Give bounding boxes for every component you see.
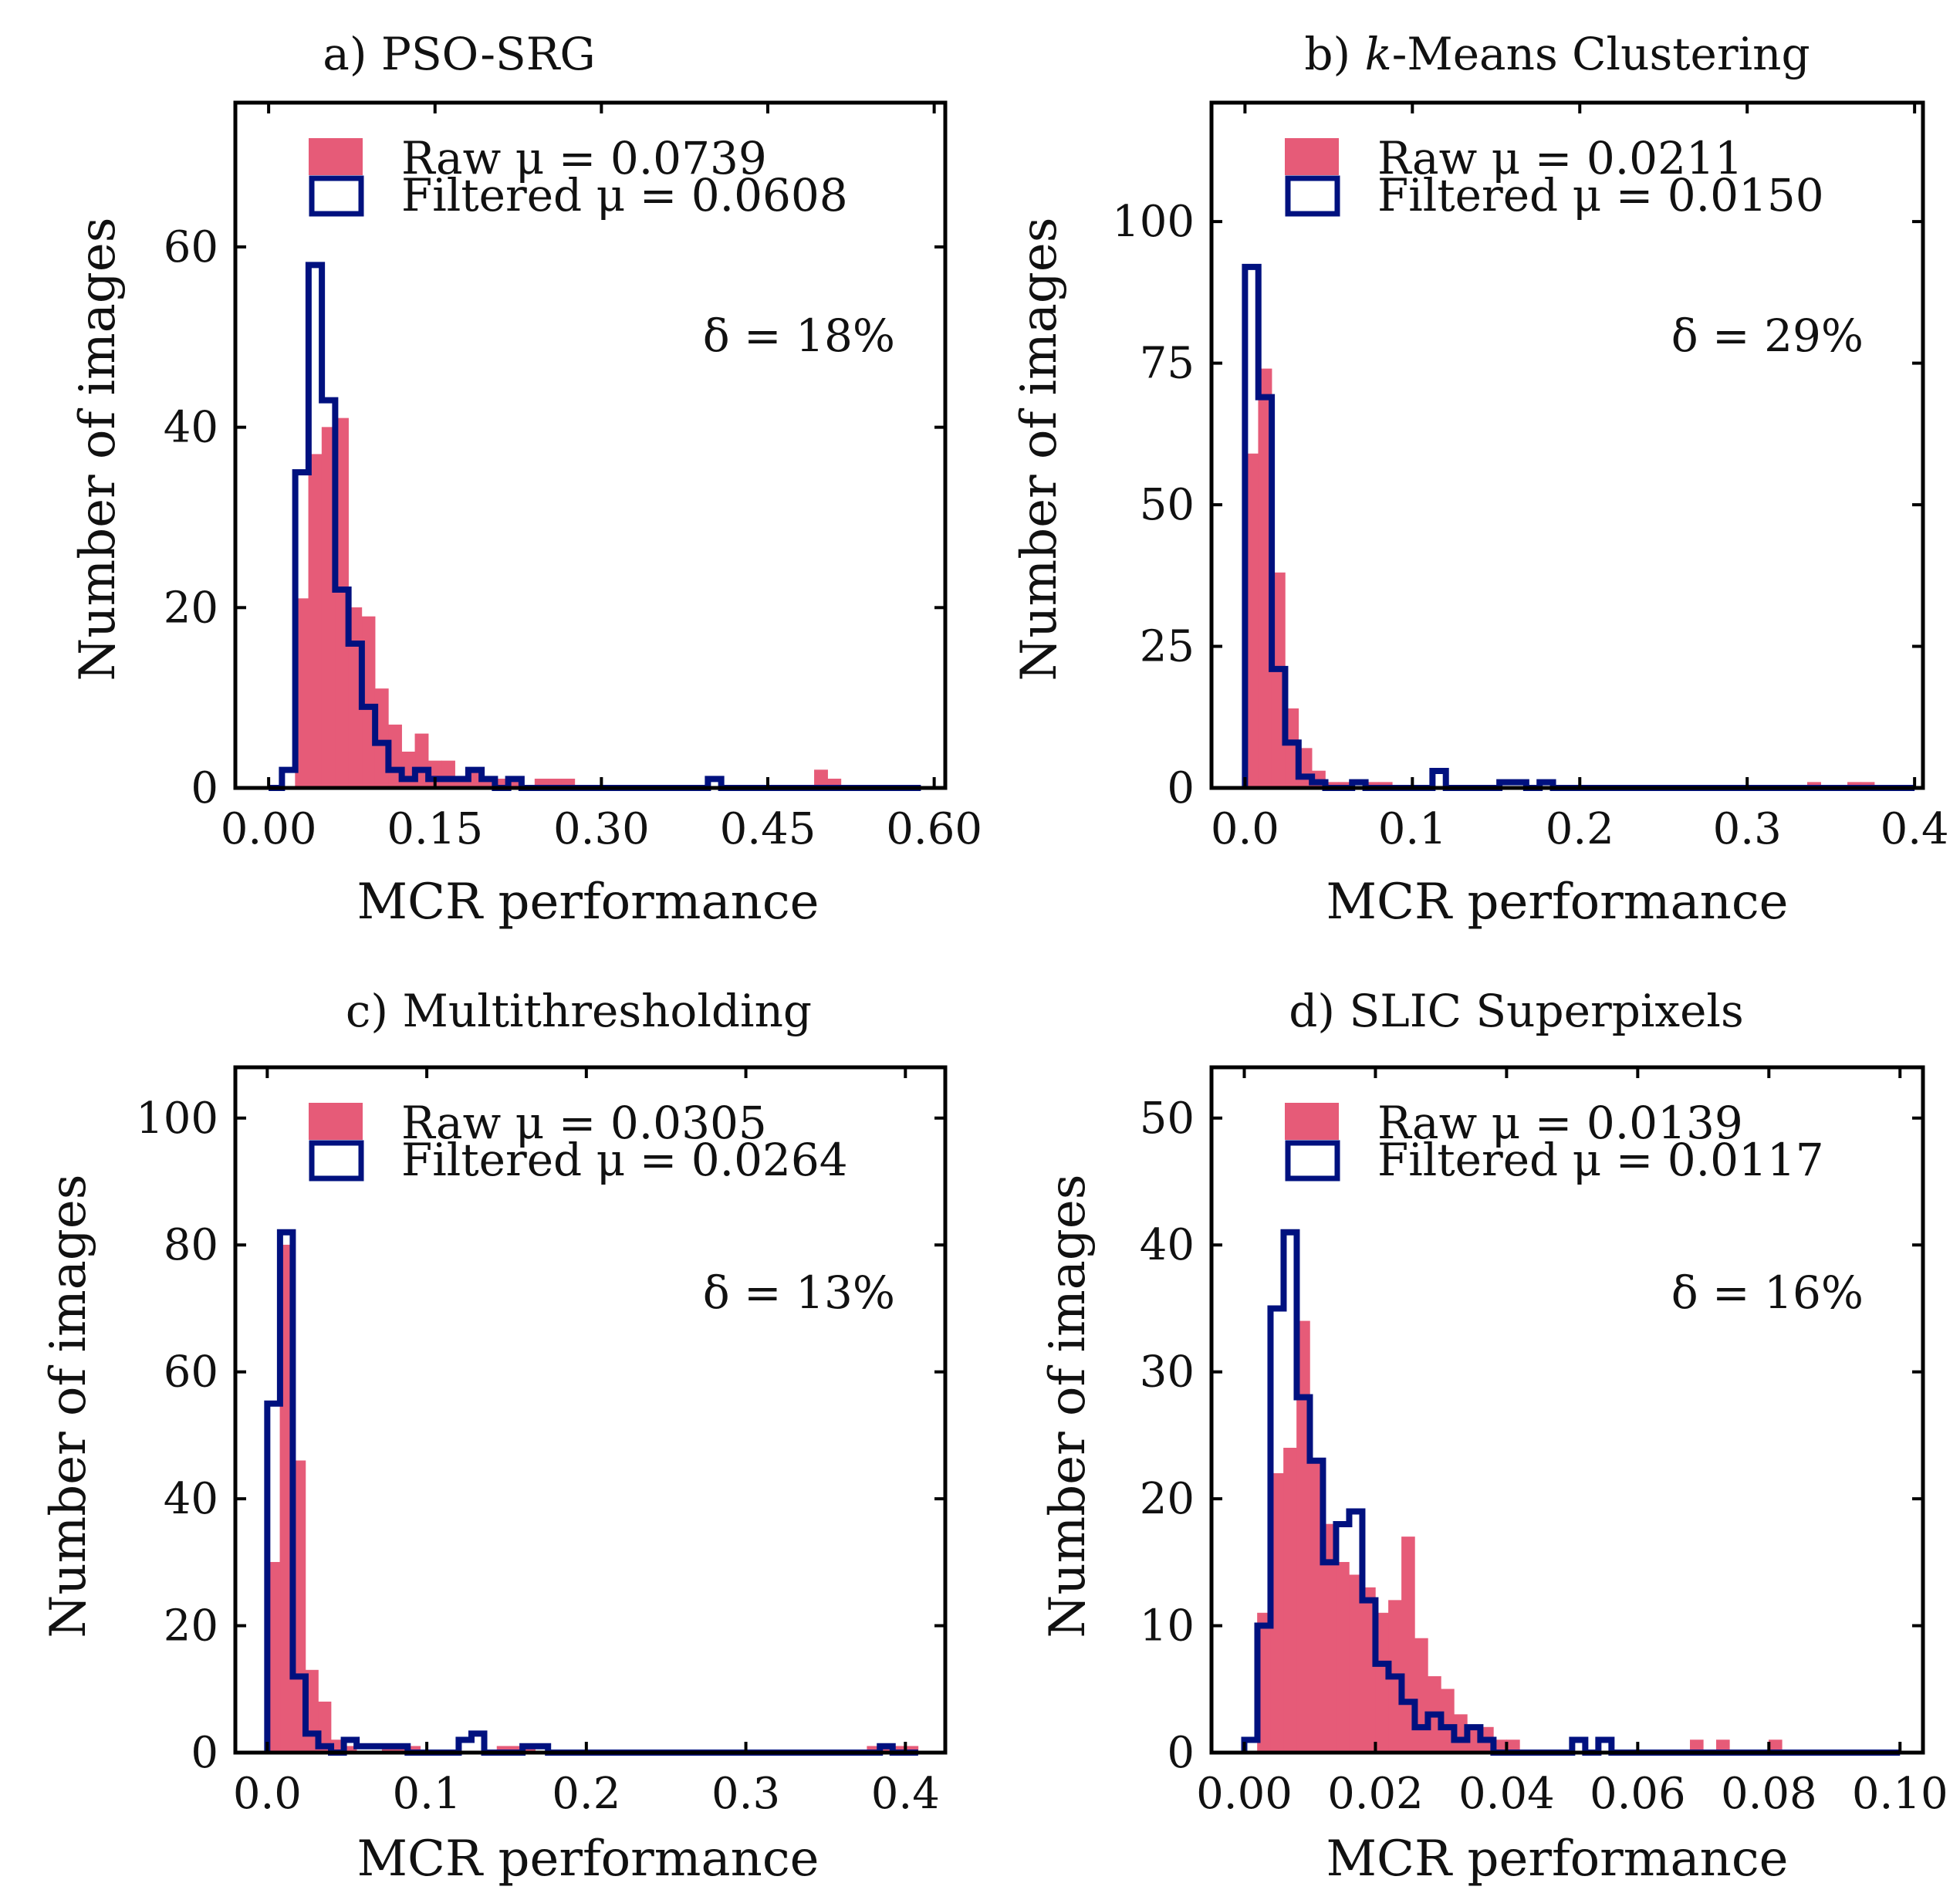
x-axis-label: MCR performance bbox=[357, 1831, 819, 1888]
y-tick-label: 40 bbox=[164, 1474, 218, 1524]
y-tick-label: 20 bbox=[164, 583, 218, 633]
delta-annotation: δ = 18% bbox=[703, 309, 895, 362]
panel-title: b) k-Means Clustering bbox=[1304, 28, 1810, 80]
y-tick-label: 100 bbox=[136, 1094, 218, 1144]
legend-raw-label: Raw μ = 0.0739 bbox=[401, 132, 767, 184]
x-tick-label: 0.10 bbox=[1852, 1769, 1948, 1819]
y-tick-label: 40 bbox=[1140, 1220, 1195, 1270]
raw-bar bbox=[1336, 1562, 1350, 1753]
y-tick-label: 40 bbox=[164, 403, 218, 453]
y-tick-label: 0 bbox=[1167, 763, 1195, 813]
x-tick-label: 0.4 bbox=[1881, 804, 1949, 854]
y-tick-label: 10 bbox=[1140, 1601, 1195, 1652]
plot-frame bbox=[233, 100, 948, 790]
panel-title: a) PSO-SRG bbox=[323, 28, 595, 80]
ticks: 0.0 0.1 0.2 0.3 0.4 0 25 50 75 100 bbox=[1112, 103, 1949, 854]
legend-raw-label: Raw μ = 0.0211 bbox=[1377, 132, 1743, 184]
y-tick-label: 80 bbox=[164, 1220, 218, 1270]
x-tick-label: 0.45 bbox=[720, 804, 816, 854]
x-tick-label: 0.2 bbox=[552, 1769, 620, 1819]
legend-filtered-label: Filtered μ = 0.0608 bbox=[401, 169, 848, 221]
legend-raw-swatch bbox=[309, 1103, 363, 1140]
x-tick-label: 0.0 bbox=[1211, 804, 1279, 854]
y-axis-label: Number of images bbox=[40, 1174, 97, 1638]
x-tick-label: 0.2 bbox=[1546, 804, 1614, 854]
delta-annotation: δ = 13% bbox=[703, 1266, 895, 1319]
x-tick-label: 0.06 bbox=[1590, 1769, 1686, 1819]
plot-frame bbox=[1209, 100, 1925, 790]
x-tick-label: 0.3 bbox=[711, 1769, 780, 1819]
x-axis-label: MCR performance bbox=[1326, 874, 1788, 931]
x-axis-label: MCR performance bbox=[1326, 1831, 1788, 1888]
y-axis-label: Number of images bbox=[69, 217, 127, 681]
legend-filtered-swatch bbox=[1285, 175, 1340, 217]
panel-title: d) SLIC Superpixels bbox=[1289, 985, 1743, 1037]
legend-raw-swatch bbox=[1285, 1103, 1339, 1140]
legend-filtered-swatch bbox=[309, 1140, 364, 1182]
x-tick-label: 0.00 bbox=[1196, 1769, 1293, 1819]
ticks: 0.0 0.1 0.2 0.3 0.4 0 20 40 60 80 100 bbox=[136, 1067, 945, 1819]
x-tick-label: 0.1 bbox=[393, 1769, 461, 1819]
x-axis-label: MCR performance bbox=[357, 874, 819, 931]
x-tick-label: 0.3 bbox=[1713, 804, 1782, 854]
y-tick-label: 50 bbox=[1140, 480, 1195, 530]
legend-filtered-label: Filtered μ = 0.0264 bbox=[401, 1134, 848, 1186]
raw-bar bbox=[441, 760, 455, 789]
delta-annotation: δ = 16% bbox=[1671, 1266, 1864, 1319]
plot-frame bbox=[233, 1065, 948, 1755]
panel-a: a) PSO-SRG 0.00 0.15 0.30 0.45 0.60 0 20 40 60 M… bbox=[69, 28, 982, 931]
y-tick-label: 60 bbox=[164, 222, 218, 272]
y-axis-label: Number of images bbox=[1011, 217, 1068, 681]
legend-raw-swatch bbox=[1285, 138, 1339, 175]
legend-filtered-label: Filtered μ = 0.0117 bbox=[1377, 1134, 1824, 1186]
y-axis-label: Number of images bbox=[1039, 1174, 1097, 1638]
y-tick-label: 30 bbox=[1140, 1347, 1195, 1398]
raw-bars bbox=[267, 1244, 919, 1753]
delta-annotation: δ = 29% bbox=[1671, 309, 1864, 362]
x-tick-label: 0.1 bbox=[1378, 804, 1447, 854]
panel-title: c) Multithresholding bbox=[346, 985, 812, 1037]
x-tick-label: 0.08 bbox=[1721, 1769, 1817, 1819]
legend-filtered-swatch bbox=[1285, 1140, 1340, 1182]
x-tick-label: 0.04 bbox=[1458, 1769, 1555, 1819]
raw-bars bbox=[1245, 368, 1875, 789]
y-tick-label: 0 bbox=[191, 763, 218, 813]
raw-bar bbox=[308, 454, 323, 789]
ticks: 0.00 0.15 0.30 0.45 0.60 0 20 40 60 bbox=[164, 103, 982, 854]
plot-frame bbox=[1209, 1065, 1925, 1755]
x-tick-label: 0.02 bbox=[1327, 1769, 1424, 1819]
legend-raw-label: Raw μ = 0.0139 bbox=[1377, 1097, 1743, 1149]
y-tick-label: 25 bbox=[1140, 622, 1195, 672]
panel-c: c) Multithresholding 0.0 0.1 0.2 0.3 0.4 0 20 4… bbox=[40, 985, 948, 1888]
x-tick-label: 0.30 bbox=[553, 804, 650, 854]
panel-b: b) k-Means Clustering 0.0 0.1 0.2 0.3 0.4 0 25… bbox=[1011, 28, 1949, 931]
y-tick-label: 60 bbox=[164, 1347, 218, 1398]
y-tick-label: 75 bbox=[1140, 339, 1195, 389]
x-tick-label: 0.0 bbox=[233, 1769, 302, 1819]
legend-raw-label: Raw μ = 0.0305 bbox=[401, 1097, 767, 1149]
x-tick-label: 0.15 bbox=[387, 804, 483, 854]
panel-d: d) SLIC Superpixels 0.00 0.02 0.04 0.06 0.08… bbox=[1039, 985, 1948, 1888]
legend-raw-swatch bbox=[309, 138, 363, 175]
y-tick-label: 0 bbox=[1167, 1728, 1195, 1778]
y-tick-label: 20 bbox=[1140, 1474, 1195, 1524]
raw-bars bbox=[1257, 1320, 1783, 1753]
legend-filtered-label: Filtered μ = 0.0150 bbox=[1377, 169, 1824, 221]
raw-bar bbox=[1283, 1448, 1297, 1753]
x-tick-label: 0.00 bbox=[221, 804, 317, 854]
legend-filtered-swatch bbox=[309, 175, 364, 217]
x-tick-label: 0.60 bbox=[886, 804, 982, 854]
y-tick-label: 100 bbox=[1112, 197, 1195, 247]
y-tick-label: 50 bbox=[1140, 1094, 1195, 1144]
x-tick-label: 0.4 bbox=[871, 1769, 940, 1819]
y-tick-label: 20 bbox=[164, 1601, 218, 1652]
y-tick-label: 0 bbox=[191, 1728, 218, 1778]
raw-bar bbox=[1414, 1638, 1428, 1753]
ticks: 0.00 0.02 0.04 0.06 0.08 0.10 0 10 20 30 40 50 bbox=[1140, 1067, 1948, 1819]
